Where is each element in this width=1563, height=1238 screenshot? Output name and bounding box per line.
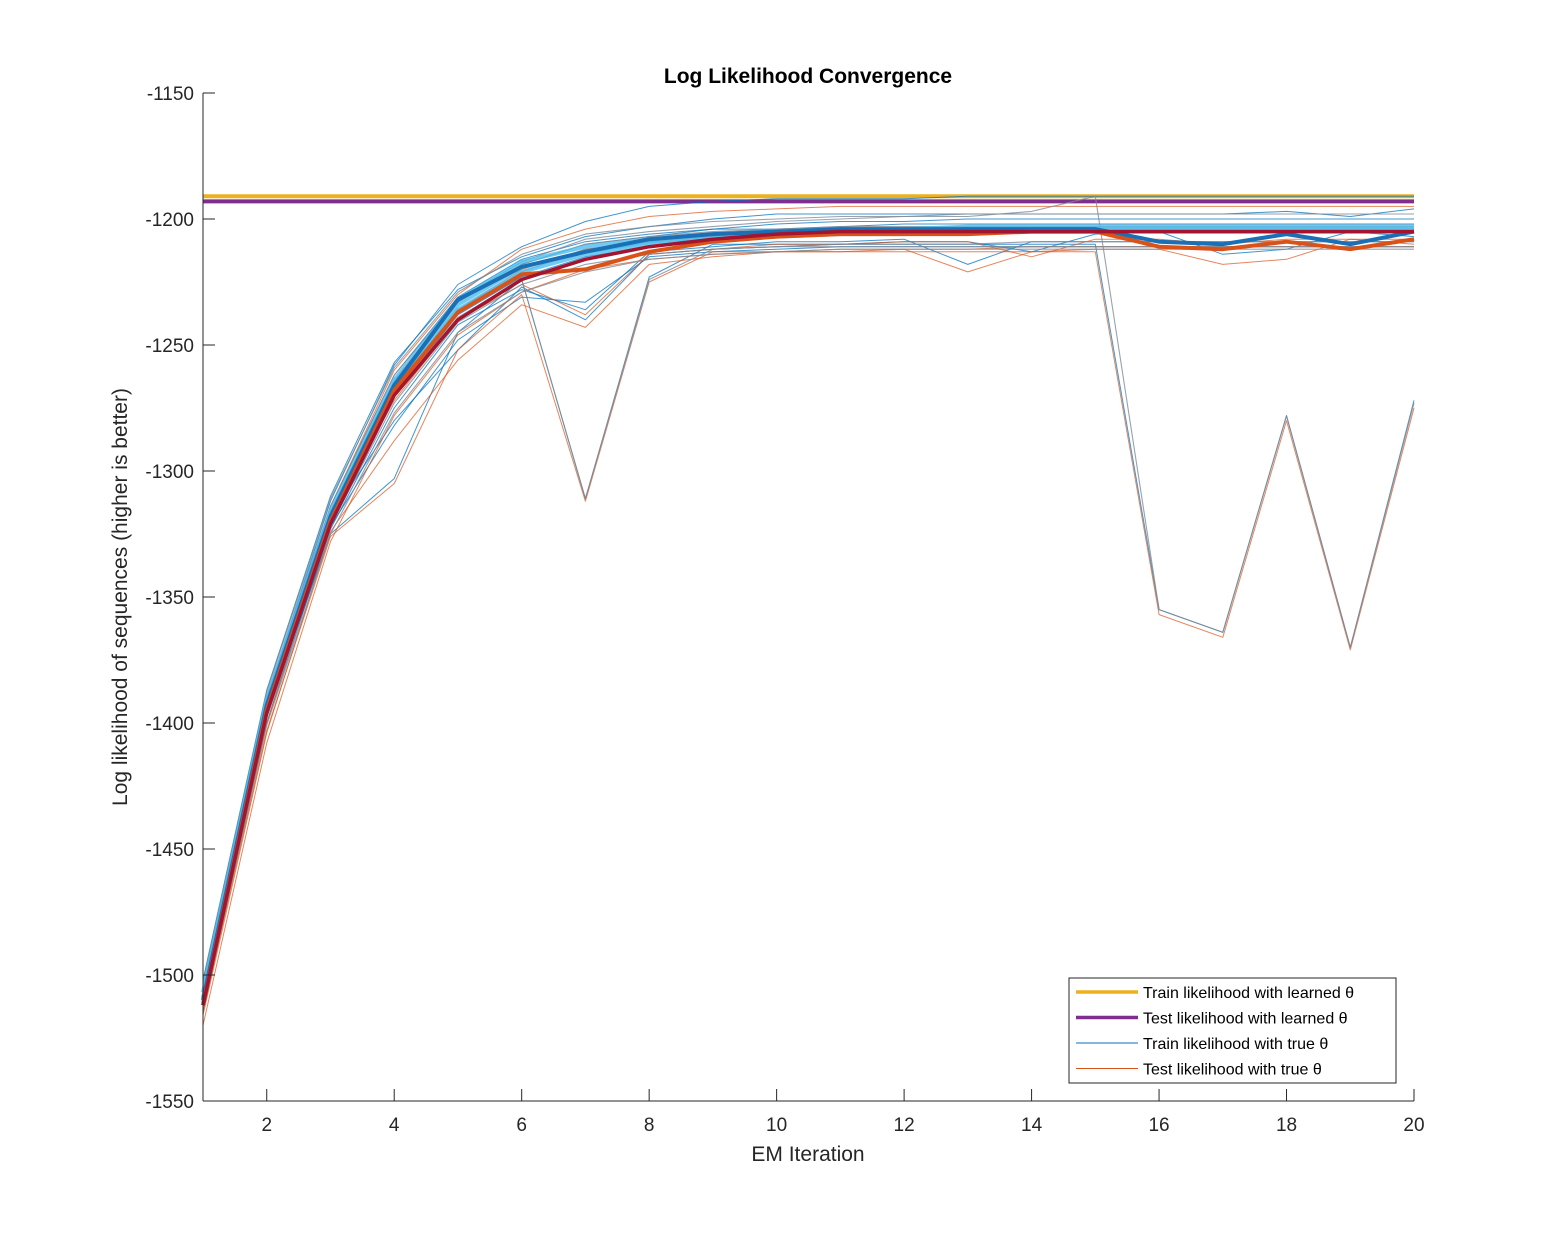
legend-label: Train likelihood with true θ [1143, 1036, 1328, 1053]
x-tick-label: 18 [1276, 1115, 1297, 1136]
series-line-gray-22 [202, 195, 1415, 988]
legend-label: Test likelihood with learned θ [1143, 1011, 1348, 1028]
series-line-train-mean-27 [201, 227, 1415, 1001]
y-tick-label: -1400 [145, 714, 194, 735]
x-tick-label: 12 [894, 1115, 915, 1136]
x-tick-label: 14 [1021, 1115, 1043, 1136]
x-tick-label: 20 [1403, 1115, 1424, 1136]
x-tick-label: 8 [644, 1115, 655, 1136]
axes: 2 4 6 8 10 12 14 16 18 20 -1550 -1500 -1450 -1400 -135… [145, 84, 1424, 1136]
series-line-gray-20 [202, 241, 1414, 1006]
x-tick-label: 4 [389, 1115, 400, 1136]
x-axis-label: EM Iteration [751, 1143, 864, 1166]
plot-area [201, 194, 1415, 1026]
chart-title: Log Likelihood Convergence [664, 65, 952, 88]
series-line-test-thin-16 [202, 251, 1415, 1011]
x-tick-label: 6 [516, 1115, 527, 1136]
series-line-gray-17 [202, 213, 1414, 983]
y-tick-label: -1550 [145, 1092, 194, 1113]
y-tick-label: -1500 [145, 966, 194, 987]
legend-label: Train likelihood with learned θ [1143, 985, 1354, 1002]
y-axis-label: Log likelihood of sequences (higher is b… [109, 388, 132, 806]
y-tick-label: -1350 [145, 588, 194, 609]
legend-label: Test likelihood with true θ [1143, 1062, 1322, 1079]
series-line-test-mean-28 [201, 229, 1415, 1006]
legend-box [1068, 977, 1397, 1084]
series-line-train-thin-2 [202, 195, 1414, 988]
y-tick-label: -1250 [145, 336, 194, 357]
y-tick-label: -1450 [145, 840, 194, 861]
y-tick-label: -1150 [147, 84, 194, 105]
x-tick-label: 2 [261, 1115, 272, 1136]
legend: Train likelihood with learned θ Test like… [1068, 977, 1397, 1084]
series-line-darkred-29 [201, 229, 1414, 1006]
x-tick-label: 10 [766, 1115, 787, 1136]
x-tick-label: 16 [1148, 1115, 1169, 1136]
y-tick-label: -1300 [145, 462, 194, 483]
y-tick-label: -1200 [145, 210, 194, 231]
series-line-test-thin-11 [202, 205, 1414, 996]
